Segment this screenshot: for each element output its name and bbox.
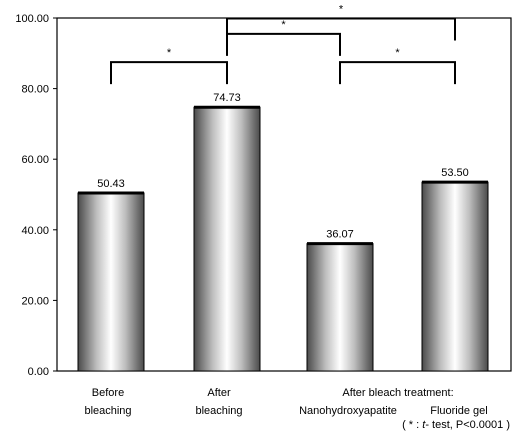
bar xyxy=(421,181,489,372)
group-label: After bleach treatment: xyxy=(342,387,453,399)
significance-bracket xyxy=(110,61,228,85)
data-label: 36.07 xyxy=(326,229,354,241)
y-tick-label: 80.00 xyxy=(21,84,49,96)
category-label: bleaching xyxy=(195,405,242,417)
significance-star: * xyxy=(339,4,344,16)
data-label: 53.50 xyxy=(441,167,469,179)
category-label: Before xyxy=(92,387,124,399)
footnote-italic: t xyxy=(422,419,426,431)
y-tick-label: 20.00 xyxy=(21,295,49,307)
bar xyxy=(306,243,374,372)
significance-star: * xyxy=(281,19,286,31)
significance-bracket xyxy=(226,32,341,56)
y-tick-label: 60.00 xyxy=(21,154,49,166)
significance-star: * xyxy=(395,47,400,59)
y-tick-label: 100.00 xyxy=(15,13,49,25)
data-label: 50.43 xyxy=(97,178,125,190)
y-tick-label: 0.00 xyxy=(28,366,49,378)
category-label: Nanohydroxyapatite xyxy=(299,405,397,417)
significance-star: * xyxy=(167,47,172,59)
footnote: ( * : t- test, P<0.0001 ) xyxy=(0,419,510,431)
category-label: bleaching xyxy=(84,405,131,417)
y-tick-label: 40.00 xyxy=(21,225,49,237)
category-label: After xyxy=(207,387,231,399)
significance-bracket xyxy=(339,61,456,85)
footnote-suffix: - test, P<0.0001 ) xyxy=(425,419,510,431)
data-label: 74.73 xyxy=(213,92,241,104)
bar xyxy=(77,192,145,372)
bar xyxy=(193,106,261,372)
category-label: Fluoride gel xyxy=(430,405,487,417)
significance-bracket xyxy=(226,17,456,41)
footnote-prefix: ( * : xyxy=(402,419,423,431)
